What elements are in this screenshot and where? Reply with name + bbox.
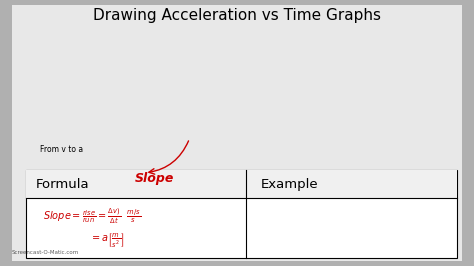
Text: From v to a: From v to a [40, 145, 83, 154]
X-axis label: 4    t(s): 4 t(s) [111, 143, 136, 150]
Y-axis label: a (m/s²): a (m/s²) [265, 36, 293, 44]
Text: Example: Example [261, 178, 319, 191]
Text: Slope: Slope [135, 172, 174, 185]
Y-axis label: X (m): X (m) [18, 37, 37, 44]
FancyBboxPatch shape [12, 5, 462, 261]
FancyBboxPatch shape [26, 170, 457, 258]
Text: $\mathit{Slope} = \frac{\mathit{rise}}{\mathit{run}} = \frac{\Delta v)}{\Delta t: $\mathit{Slope} = \frac{\mathit{rise}}{\… [43, 206, 141, 226]
X-axis label: 4    t(s): 4 t(s) [234, 143, 259, 150]
Text: $= \mathit{a}\left[\frac{m}{s^2}\right]$: $= \mathit{a}\left[\frac{m}{s^2}\right]$ [90, 231, 125, 250]
Text: Formula: Formula [36, 178, 89, 191]
Y-axis label: v (m/s): v (m/s) [138, 37, 163, 44]
Text: Screencast-O-Matic.com: Screencast-O-Matic.com [12, 250, 79, 255]
X-axis label: 4    t(s): 4 t(s) [369, 143, 394, 150]
Text: Δv: Δv [156, 102, 169, 111]
Text: Drawing Acceleration vs Time Graphs: Drawing Acceleration vs Time Graphs [93, 8, 381, 23]
FancyBboxPatch shape [26, 170, 457, 198]
